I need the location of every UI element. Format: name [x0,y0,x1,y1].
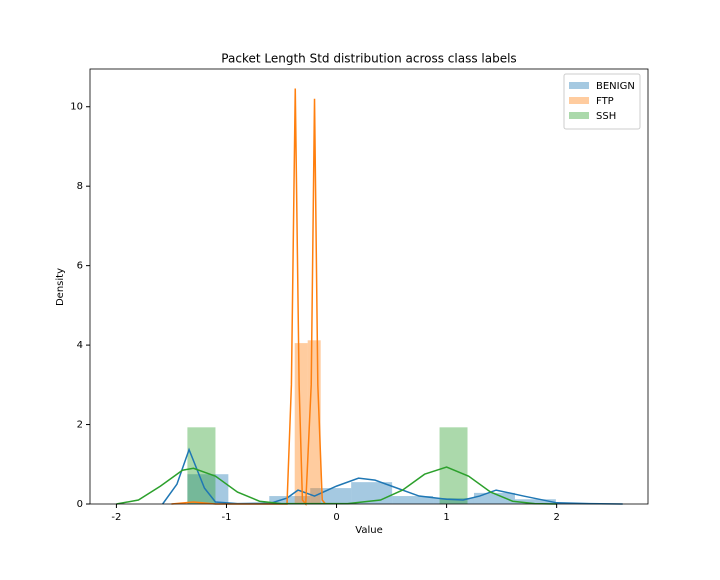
legend-box [563,73,641,130]
x-tick-label: 0 [333,512,339,523]
y-tick-label: 2 [77,420,83,431]
legend-label: FTP [596,96,614,107]
histogram-bar [269,496,311,504]
histogram-bar [294,343,308,504]
histogram-bar [187,474,229,504]
histogram-bar [439,427,468,504]
y-tick-label: 0 [77,499,83,510]
plot-frame [89,68,649,505]
plot-area [116,88,623,506]
x-tick-label: -1 [221,512,231,523]
legend-label: SSH [596,111,616,122]
kde-line [162,447,623,505]
histogram-bar [351,482,393,504]
histogram-bar [514,499,556,504]
histogram-bar [392,496,434,504]
y-tick-label: 8 [77,181,83,192]
y-tick-label: 4 [77,340,83,351]
legend-label: BENIGN [596,81,635,92]
y-axis-label: Density [55,268,66,306]
legend-swatch [569,97,589,104]
histogram-bar [187,427,216,504]
histogram-bar [310,488,352,504]
x-tick-label: 2 [553,512,559,523]
histogram-bar [473,492,515,504]
legend-swatch [569,82,589,89]
legend-swatch [569,112,589,119]
y-tick-label: 10 [70,102,83,113]
y-tick-label: 6 [77,261,83,272]
x-tick-label: 1 [443,512,449,523]
x-tick-label: -2 [111,512,121,523]
histogram-bar [433,498,474,504]
chart-title: Packet Length Std distribution across cl… [221,52,516,66]
x-axis-label: Value [355,525,382,536]
